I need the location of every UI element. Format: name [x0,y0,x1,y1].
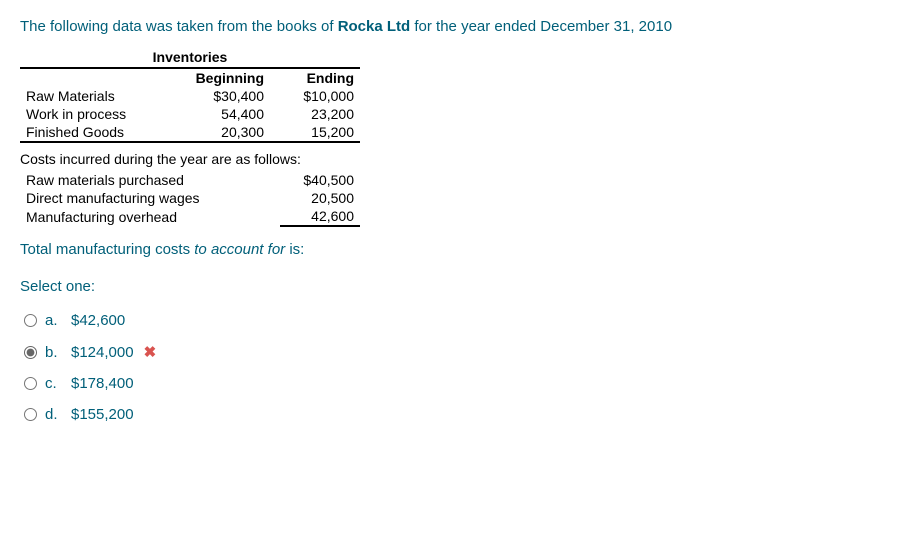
cost-value: 42,600 [280,207,360,226]
option-value: $155,200 [71,406,134,423]
wrong-icon: ✖ [144,343,157,361]
cost-label: Direct manufacturing wages [20,189,280,207]
option-a[interactable]: a. $42,600 [20,305,881,336]
options-list: a. $42,600 b. $124,000 ✖ c. $178,400 d. … [20,305,881,430]
table-row: Raw materials purchased $40,500 [20,171,360,189]
radio-b[interactable] [24,346,37,359]
costs-heading: Costs incurred during the year are as fo… [20,151,881,167]
prompt-post: is: [285,241,304,258]
table-row: Manufacturing overhead 42,600 [20,207,360,226]
option-value: $178,400 [71,375,134,392]
option-letter: b. [45,344,63,361]
option-letter: d. [45,406,63,423]
cost-value: $40,500 [280,171,360,189]
row-ending: 15,200 [270,123,360,142]
col-beginning: Beginning [180,68,270,87]
select-one-label: Select one: [20,278,881,295]
radio-d[interactable] [24,408,37,421]
row-ending: 23,200 [270,105,360,123]
cost-label: Raw materials purchased [20,171,280,189]
option-letter: c. [45,375,63,392]
option-letter: a. [45,312,63,329]
option-b[interactable]: b. $124,000 ✖ [20,336,881,368]
option-d[interactable]: d. $155,200 [20,399,881,430]
blank-header [20,68,180,87]
question-intro: The following data was taken from the bo… [20,18,881,35]
row-beginning: $30,400 [180,87,270,105]
table-row: Finished Goods 20,300 15,200 [20,123,360,142]
row-beginning: 54,400 [180,105,270,123]
row-beginning: 20,300 [180,123,270,142]
row-label: Finished Goods [20,123,180,142]
option-c[interactable]: c. $178,400 [20,368,881,399]
option-value: $42,600 [71,312,125,329]
option-value: $124,000 [71,344,134,361]
table-row: Work in process 54,400 23,200 [20,105,360,123]
cost-label: Manufacturing overhead [20,207,280,226]
col-ending: Ending [270,68,360,87]
row-ending: $10,000 [270,87,360,105]
intro-pre: The following data was taken from the bo… [20,18,338,35]
inventories-title: Inventories [20,47,360,68]
inventories-table: Inventories Beginning Ending Raw Materia… [20,47,360,143]
table-row: Raw Materials $30,400 $10,000 [20,87,360,105]
radio-a[interactable] [24,314,37,327]
cost-value: 20,500 [280,189,360,207]
company-name: Rocka Ltd [338,18,411,35]
prompt-italic: to account for [194,241,285,258]
radio-c[interactable] [24,377,37,390]
row-label: Raw Materials [20,87,180,105]
table-row: Direct manufacturing wages 20,500 [20,189,360,207]
question-prompt: Total manufacturing costs to account for… [20,241,881,258]
intro-post: for the year ended December 31, 2010 [410,18,672,35]
costs-table: Raw materials purchased $40,500 Direct m… [20,171,360,227]
table-divider [20,142,360,143]
row-label: Work in process [20,105,180,123]
prompt-pre: Total manufacturing costs [20,241,194,258]
